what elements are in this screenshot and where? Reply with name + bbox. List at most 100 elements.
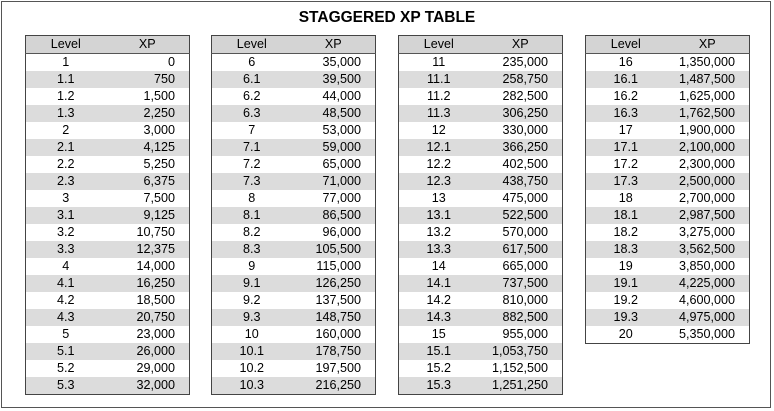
level-cell: 6.2 [242, 89, 261, 103]
table-row: 9.3 148,750 [211, 309, 376, 326]
table-row: 15.1 1,053,750 [398, 343, 563, 360]
level-cell: 14 [431, 259, 446, 273]
xp-header: XP [665, 35, 750, 54]
level-cell: 13.3 [398, 241, 479, 258]
level-cell: 3.3 [25, 241, 106, 258]
table-row: 4.3 20,750 [25, 309, 190, 326]
xp-cell: 5,250 [143, 157, 175, 171]
xp-cell: 366,250 [478, 139, 563, 156]
xp-cell: 3,850,000 [678, 259, 735, 273]
xp-cell: 4,975,000 [665, 309, 750, 326]
table-row: 13.3 617,500 [398, 241, 563, 258]
xp-cell: 1,251,250 [478, 377, 563, 395]
level-cell: 10.1 [211, 343, 292, 360]
xp-cell: 1,762,500 [665, 105, 750, 122]
level-header: Level [211, 35, 292, 54]
level-cell: 15.3 [398, 377, 479, 395]
level-cell: 18.2 [613, 225, 638, 239]
table-row: 11.3 306,250 [398, 105, 563, 122]
xp-table-2: Level XP 6 35,000 6.1 39,500 6.2 44,000 6.3 48,… [211, 35, 376, 395]
table-row: 10.1 178,750 [211, 343, 376, 360]
xp-cell: 2,300,000 [678, 157, 735, 171]
table-row: 2.2 5,250 [26, 156, 190, 173]
table-row: 19.2 4,600,000 [586, 292, 750, 309]
table-row: 2.3 6,375 [25, 173, 190, 190]
xp-cell: 3,000 [143, 123, 175, 137]
table-row: 7.3 71,000 [211, 173, 376, 190]
xp-cell: 1,500 [143, 89, 175, 103]
table-row: 10.3 216,250 [211, 377, 376, 395]
level-cell: 2.2 [56, 157, 75, 171]
level-cell: 6.3 [211, 105, 292, 122]
level-cell: 7.3 [211, 173, 292, 190]
xp-cell: 6,375 [105, 173, 190, 190]
table-row: 6.2 44,000 [212, 88, 376, 105]
xp-cell: 475,000 [502, 191, 548, 205]
xp-cell: 0 [167, 55, 175, 69]
header-row: Level XP [398, 35, 563, 54]
xp-cell: 882,500 [478, 309, 563, 326]
xp-cell: 2,987,500 [665, 207, 750, 224]
xp-cell: 126,250 [291, 275, 376, 292]
level-cell: 1.2 [56, 89, 75, 103]
level-cell: 2 [62, 123, 70, 137]
level-cell: 9.2 [242, 293, 261, 307]
table-row: 5.3 32,000 [25, 377, 190, 395]
xp-cell: 1,487,500 [665, 71, 750, 88]
xp-cell: 26,000 [105, 343, 190, 360]
level-cell: 5.1 [25, 343, 106, 360]
level-cell: 8 [248, 191, 256, 205]
xp-cell: 53,000 [322, 123, 361, 137]
table-row: 12.1 366,250 [398, 139, 563, 156]
level-cell: 5 [62, 327, 70, 341]
table-row: 13 475,000 [399, 190, 563, 207]
table-row: 6.1 39,500 [211, 71, 376, 88]
table-row: 2.1 4,125 [25, 139, 190, 156]
level-cell: 17 [618, 123, 633, 137]
table-row: 4.1 16,250 [25, 275, 190, 292]
level-cell: 17.1 [585, 139, 666, 156]
table-row: 6.3 48,500 [211, 105, 376, 122]
xp-table-4: Level XP 16 1,350,000 16.1 1,487,500 16.2 1,6… [585, 35, 750, 344]
xp-cell: 2,100,000 [665, 139, 750, 156]
table-row: 7.1 59,000 [211, 139, 376, 156]
table-row: 15.3 1,251,250 [398, 377, 563, 395]
level-cell: 14.3 [398, 309, 479, 326]
xp-table-1: Level XP 1 0 1.1 750 1.2 1,500 1.3 2,250 2 3,000 2… [25, 35, 190, 395]
xp-cell: 438,750 [478, 173, 563, 190]
xp-cell: 178,750 [291, 343, 376, 360]
table-row: 16 1,350,000 [586, 54, 750, 72]
table-row: 15 955,000 [399, 326, 563, 343]
table-row: 13.1 522,500 [398, 207, 563, 224]
xp-cell: 59,000 [291, 139, 376, 156]
level-cell: 18 [618, 191, 633, 205]
xp-cell: 1,900,000 [678, 123, 735, 137]
level-cell: 19 [618, 259, 633, 273]
level-cell: 16.3 [585, 105, 666, 122]
table-row: 17.1 2,100,000 [585, 139, 750, 156]
level-cell: 13.1 [398, 207, 479, 224]
level-cell: 16 [618, 55, 633, 69]
level-cell: 5.3 [25, 377, 106, 395]
level-cell: 14.2 [426, 293, 451, 307]
table-row: 8.2 96,000 [212, 224, 376, 241]
level-cell: 18.1 [585, 207, 666, 224]
xp-cell: 1,625,000 [678, 89, 735, 103]
xp-cell: 7,500 [143, 191, 175, 205]
level-cell: 13.2 [426, 225, 451, 239]
table-row: 16.2 1,625,000 [586, 88, 750, 105]
level-cell: 2.3 [25, 173, 106, 190]
xp-cell: 216,250 [291, 377, 376, 395]
table-row: 19.1 4,225,000 [585, 275, 750, 292]
xp-cell: 9,125 [105, 207, 190, 224]
level-cell: 1 [62, 55, 70, 69]
xp-header: XP [105, 35, 190, 54]
table-row: 18.2 3,275,000 [586, 224, 750, 241]
xp-cell: 522,500 [478, 207, 563, 224]
xp-cell: 737,500 [478, 275, 563, 292]
table-row: 18 2,700,000 [586, 190, 750, 207]
xp-cell: 258,750 [478, 71, 563, 88]
level-cell: 2.1 [25, 139, 106, 156]
level-cell: 8.2 [242, 225, 261, 239]
